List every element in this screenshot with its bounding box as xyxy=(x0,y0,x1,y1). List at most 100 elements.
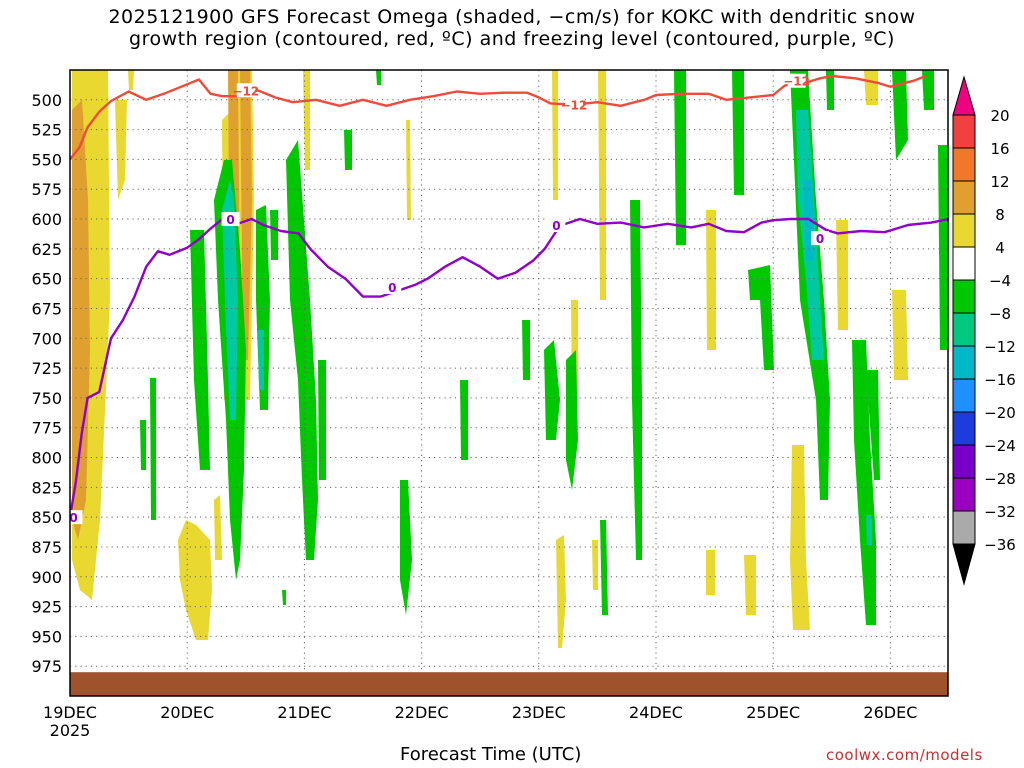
contour-label-bg xyxy=(564,97,583,112)
chart-title-line-1: 2025121900 GFS Forecast Omega (shaded, −… xyxy=(108,6,916,28)
omega-area xyxy=(214,495,222,560)
contour-label: 0 xyxy=(552,219,560,233)
colorbar-segment xyxy=(952,345,976,380)
colorbar-label: 8 xyxy=(995,206,1005,224)
y-tick-label: 500 xyxy=(31,91,62,110)
x-axis-title: Forecast Time (UTC) xyxy=(400,744,582,765)
omega-area xyxy=(790,445,810,630)
y-tick-label: 675 xyxy=(31,299,62,318)
colorbar-bottom-arrow xyxy=(952,543,976,586)
y-tick-label: 875 xyxy=(31,538,62,557)
omega-area xyxy=(732,70,744,195)
x-tick-label: 26DEC xyxy=(863,703,917,722)
colorbar-segment xyxy=(952,510,976,545)
omega-shading xyxy=(72,70,948,648)
y-tick-label: 825 xyxy=(31,478,62,497)
colorbar-segment xyxy=(952,147,976,182)
y-tick-label: 900 xyxy=(31,568,62,587)
omega-area xyxy=(706,550,715,595)
omega-area xyxy=(376,70,381,85)
omega-area xyxy=(400,480,412,615)
colorbar-label: −8 xyxy=(989,305,1011,323)
omega-area xyxy=(674,70,686,245)
colorbar-segment xyxy=(952,411,976,446)
contour-label-bg xyxy=(236,83,255,98)
omega-area xyxy=(72,100,90,540)
x-tick-label: 21DEC xyxy=(277,703,331,722)
omega-area xyxy=(128,70,134,90)
colorbar-label: −4 xyxy=(989,272,1011,290)
contour-label: 0 xyxy=(816,232,824,246)
x-tick-label: 24DEC xyxy=(629,703,683,722)
omega-area xyxy=(522,320,530,380)
x-tick-label: 20DEC xyxy=(160,703,214,722)
colorbar-label: 4 xyxy=(995,239,1005,257)
y-tick-label: 525 xyxy=(31,121,62,140)
colorbar-segment xyxy=(952,246,976,281)
colorbar-label: −28 xyxy=(984,470,1016,488)
omega-area xyxy=(406,120,411,220)
y-tick-label: 700 xyxy=(31,329,62,348)
contour-label-bg xyxy=(64,510,83,525)
y-tick-label: 975 xyxy=(31,657,62,676)
colorbar-segment xyxy=(952,444,976,479)
colorbar-label: −20 xyxy=(984,404,1016,422)
chart-title-line-2: growth region (contoured, red, ºC) and f… xyxy=(129,28,895,50)
contour-label: −12 xyxy=(783,75,810,89)
contour-label: 0 xyxy=(388,281,396,295)
colorbar-label: 12 xyxy=(990,173,1009,191)
y-tick-label: 775 xyxy=(31,419,62,438)
credit-link[interactable]: coolwx.com/models xyxy=(826,746,983,764)
omega-area xyxy=(826,70,834,110)
x-tick-label: 23DEC xyxy=(512,703,566,722)
omega-area xyxy=(748,265,774,370)
colorbar-label: 16 xyxy=(990,140,1009,158)
omega-area xyxy=(852,340,876,625)
colorbar-label: −32 xyxy=(984,503,1016,521)
omega-area xyxy=(600,520,608,615)
omega-area xyxy=(866,515,872,545)
omega-area xyxy=(115,100,127,200)
omega-area xyxy=(744,555,756,615)
omega-area xyxy=(892,70,908,160)
y-tick-label: 600 xyxy=(31,210,62,229)
x-tick-label: 2025 xyxy=(50,721,91,740)
omega-area xyxy=(836,220,848,330)
omega-area xyxy=(566,350,578,490)
omega-area xyxy=(592,540,598,590)
colorbar-legend: 20 16 12 8 4 −4 −8 −12 −16 −20 −24 −28 −32 −36 xyxy=(952,75,1016,586)
contour-label-bg xyxy=(383,280,402,295)
omega-area xyxy=(556,535,566,648)
omega-area xyxy=(552,70,558,200)
contour-label: −12 xyxy=(561,99,588,113)
y-axis-tick-labels: 500 525 550 575 600 625 650 675 700 725 750 775 800 8… xyxy=(31,91,62,676)
y-tick-label: 650 xyxy=(31,270,62,289)
omega-area xyxy=(190,230,210,470)
omega-area xyxy=(282,590,286,605)
chart-title: 2025121900 GFS Forecast Omega (shaded, −… xyxy=(0,6,1024,50)
colorbar-segment xyxy=(952,180,976,215)
colorbar-segment xyxy=(952,279,976,314)
colorbar-label: −36 xyxy=(984,536,1016,554)
omega-area xyxy=(892,290,908,380)
colorbar-segment xyxy=(952,477,976,512)
y-tick-label: 725 xyxy=(31,359,62,378)
omega-area xyxy=(864,70,878,105)
omega-area xyxy=(318,360,326,480)
omega-area xyxy=(140,420,146,470)
omega-area xyxy=(240,70,252,360)
colorbar-label: −24 xyxy=(984,437,1016,455)
omega-area xyxy=(258,330,264,390)
colorbar-label: 20 xyxy=(990,107,1009,125)
omega-area xyxy=(938,145,948,350)
omega-area xyxy=(460,380,468,460)
colorbar-segment xyxy=(952,312,976,347)
contour-label: 0 xyxy=(226,213,234,227)
contour-label-bg xyxy=(221,212,240,227)
colorbar-segment xyxy=(952,378,976,413)
x-tick-label: 19DEC xyxy=(43,703,97,722)
contour-label-bg xyxy=(787,73,806,88)
omega-area xyxy=(286,140,318,560)
